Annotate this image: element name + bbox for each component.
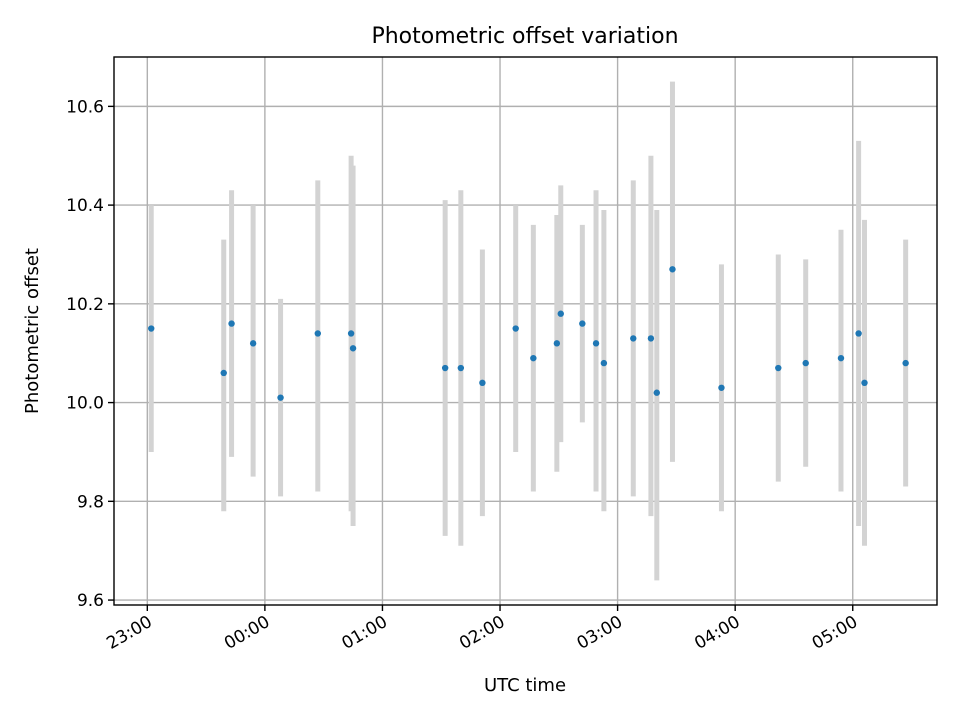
data-point: [718, 384, 725, 391]
data-point: [277, 394, 284, 401]
data-point: [669, 266, 676, 273]
data-point: [630, 335, 637, 342]
data-point: [148, 325, 155, 332]
data-point: [530, 354, 537, 362]
data-point: [653, 389, 660, 396]
data-point: [837, 354, 845, 362]
data-point: [861, 379, 868, 387]
data-point: [228, 320, 235, 327]
data-point: [600, 359, 608, 367]
y-tick-label: 10.4: [66, 196, 104, 216]
y-tick-label: 10.2: [66, 295, 104, 315]
y-tick-label: 10.6: [66, 97, 104, 117]
data-point: [802, 359, 809, 367]
data-point: [347, 330, 355, 337]
data-point: [220, 369, 227, 377]
data-point: [647, 335, 655, 342]
y-tick-label: 9.6: [77, 591, 104, 611]
y-tick-label: 10.0: [66, 394, 104, 414]
data-point: [579, 320, 586, 327]
data-point: [457, 364, 465, 372]
data-point: [592, 340, 600, 347]
data-point: [249, 340, 257, 347]
data-point: [479, 379, 486, 387]
data-point: [349, 345, 357, 352]
data-point: [557, 310, 564, 317]
data-point: [314, 330, 321, 337]
data-point: [441, 364, 449, 372]
y-tick-label: 9.8: [77, 492, 104, 512]
data-point: [855, 330, 862, 337]
plot-frame: [113, 56, 938, 606]
data-point: [902, 359, 909, 367]
data-point: [553, 340, 561, 347]
chart-title: Photometric offset variation: [371, 24, 678, 49]
point-layer: [148, 266, 909, 401]
y-axis-label: Photometric offset: [22, 248, 43, 414]
data-point: [512, 325, 519, 332]
x-axis-label: UTC time: [484, 675, 566, 696]
data-point: [775, 364, 782, 372]
grid-layer: [114, 57, 937, 605]
